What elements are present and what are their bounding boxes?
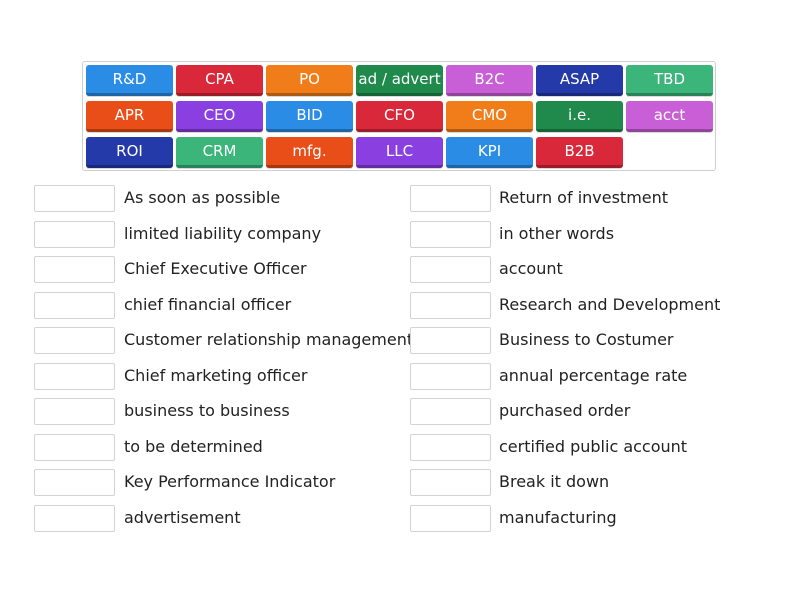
- tile-bid[interactable]: BID: [266, 101, 353, 132]
- drop-slot[interactable]: [410, 398, 491, 425]
- tile-mfg[interactable]: mfg.: [266, 137, 353, 168]
- description-label: advertisement: [124, 507, 241, 527]
- tile-crm[interactable]: CRM: [176, 137, 263, 168]
- description-label: Customer relationship management: [124, 330, 414, 349]
- description-label: in other words: [499, 223, 615, 243]
- description-label: account: [499, 259, 563, 278]
- drop-slot[interactable]: [34, 469, 115, 496]
- tile-roi[interactable]: ROI: [86, 137, 173, 168]
- description-label: chief financial officer: [124, 294, 292, 314]
- drop-slot[interactable]: [410, 504, 491, 532]
- drop-slot[interactable]: [34, 327, 115, 354]
- description-label: Return of investment: [499, 188, 669, 207]
- tile-bank: R&D CPA PO ad / advert B2C ASAP TBD APR CEO BID CF…: [82, 61, 716, 171]
- drop-slot[interactable]: [410, 185, 491, 212]
- description-label: Chief marketing officer: [124, 365, 308, 385]
- description-label: Research and Development: [499, 294, 721, 314]
- drop-slot[interactable]: [410, 469, 491, 496]
- description-label: business to business: [124, 401, 290, 420]
- tile-b2b[interactable]: B2B: [536, 137, 623, 168]
- description-label: As soon as possible: [124, 188, 281, 207]
- tile-r-d[interactable]: R&D: [86, 65, 173, 96]
- tile-acct[interactable]: acct: [626, 101, 713, 132]
- drop-slot[interactable]: [34, 362, 115, 390]
- drop-slot[interactable]: [410, 220, 491, 248]
- tile-apr[interactable]: APR: [86, 101, 173, 132]
- drop-slot[interactable]: [34, 433, 115, 461]
- description-label: Break it down: [499, 472, 610, 491]
- drop-slot[interactable]: [34, 256, 115, 283]
- drop-slot[interactable]: [34, 185, 115, 212]
- description-label: manufacturing: [499, 507, 617, 527]
- tile-po[interactable]: PO: [266, 65, 353, 96]
- tile-i-e[interactable]: i.e.: [536, 101, 623, 132]
- tile-cpa[interactable]: CPA: [176, 65, 263, 96]
- drop-slot[interactable]: [34, 291, 115, 319]
- tile-ad-advert[interactable]: ad / advert: [356, 65, 443, 96]
- description-label: Business to Costumer: [499, 330, 674, 349]
- drop-slot[interactable]: [410, 433, 491, 461]
- drop-slot[interactable]: [34, 398, 115, 425]
- description-label: limited liability company: [124, 223, 322, 243]
- drop-slot[interactable]: [34, 504, 115, 532]
- description-label: Key Performance Indicator: [124, 472, 336, 491]
- drop-slot[interactable]: [34, 220, 115, 248]
- tile-asap[interactable]: ASAP: [536, 65, 623, 96]
- drop-slot[interactable]: [410, 291, 491, 319]
- drop-slot[interactable]: [410, 256, 491, 283]
- tile-llc[interactable]: LLC: [356, 137, 443, 168]
- description-label: Chief Executive Officer: [124, 259, 307, 278]
- drop-slot[interactable]: [410, 362, 491, 390]
- description-label: certified public account: [499, 436, 688, 456]
- drop-slot[interactable]: [410, 327, 491, 354]
- description-label: annual percentage rate: [499, 365, 688, 385]
- tile-ceo[interactable]: CEO: [176, 101, 263, 132]
- tile-kpi[interactable]: KPI: [446, 137, 533, 168]
- tile-tbd[interactable]: TBD: [626, 65, 713, 96]
- tile-b2c[interactable]: B2C: [446, 65, 533, 96]
- tile-cmo[interactable]: CMO: [446, 101, 533, 132]
- description-label: to be determined: [124, 436, 263, 456]
- description-label: purchased order: [499, 401, 631, 420]
- tile-cfo[interactable]: CFO: [356, 101, 443, 132]
